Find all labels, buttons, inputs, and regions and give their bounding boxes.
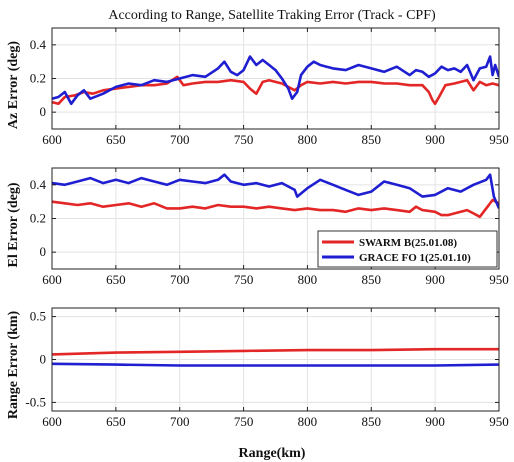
x-tick-label: 700 (170, 272, 190, 287)
chart-panel-2: 600 650 700 750 800 850 900 950 0 0.2 0.4 El Error … (6, 167, 509, 287)
x-tick-label: 650 (106, 132, 126, 147)
x-axis-label: Range(km) (239, 446, 306, 461)
y-tick-label: 0.2 (30, 71, 46, 86)
y-tick-label: 0.4 (30, 177, 47, 192)
x-tick-label: 600 (42, 272, 62, 287)
series-line-2 (52, 173, 499, 209)
y-tick-label: 0 (40, 104, 47, 119)
y-tick-label: 0.2 (30, 211, 46, 226)
y-axis-label: El Error (deg) (6, 182, 21, 267)
x-tick-label: 750 (234, 132, 254, 147)
x-tick-label: 650 (106, 272, 126, 287)
x-tick-label: 850 (362, 414, 382, 429)
x-tick-label: 800 (298, 132, 318, 147)
series-line-1 (52, 198, 499, 219)
x-tick-label: 850 (362, 272, 382, 287)
x-tick-label: 750 (234, 272, 254, 287)
x-tick-label: 700 (170, 414, 190, 429)
series-line-2 (52, 55, 499, 106)
y-tick-label: 0.5 (30, 309, 46, 324)
x-tick-label: 950 (489, 132, 509, 147)
x-tick-label: 600 (42, 132, 62, 147)
x-tick-label: 600 (42, 414, 62, 429)
y-axis-label: Range Error (km) (6, 310, 21, 419)
x-tick-label: 900 (425, 414, 445, 429)
x-tick-label: 800 (298, 272, 318, 287)
series-line-1 (52, 347, 499, 356)
legend-label-2: GRACE FO 1(25.01.10) (359, 252, 471, 264)
chart-panel-1: 600 650 700 750 800 850 900 950 0 0.2 0.4 Az Error … (6, 27, 509, 147)
x-tick-label: 800 (298, 414, 318, 429)
chart-panel-3: 600 650 700 750 800 850 900 950 -0.5 0 0.5 Range Er… (6, 307, 509, 429)
legend-box (317, 230, 498, 268)
x-tick-label: 950 (489, 272, 509, 287)
x-tick-label: 650 (106, 414, 126, 429)
series-line-2 (52, 362, 499, 367)
x-tick-label: 950 (489, 414, 509, 429)
x-tick-label: 700 (170, 132, 190, 147)
x-tick-label: 900 (425, 132, 445, 147)
y-tick-label: 0.4 (30, 37, 47, 52)
y-tick-label: 0 (40, 244, 47, 259)
y-tick-label: -0.5 (25, 394, 46, 409)
x-tick-label: 750 (234, 414, 254, 429)
legend-label-1: SWARM B(25.01.08) (359, 237, 457, 249)
chart-title: According to Range, Satellite Traking Er… (108, 8, 436, 23)
x-tick-label: 900 (425, 272, 445, 287)
chart-legend: SWARM B(25.01.08) GRACE FO 1(25.01.10) (317, 230, 498, 268)
x-tick-label: 850 (362, 132, 382, 147)
y-axis-label: Az Error (deg) (6, 41, 21, 129)
y-tick-label: 0 (40, 352, 47, 367)
